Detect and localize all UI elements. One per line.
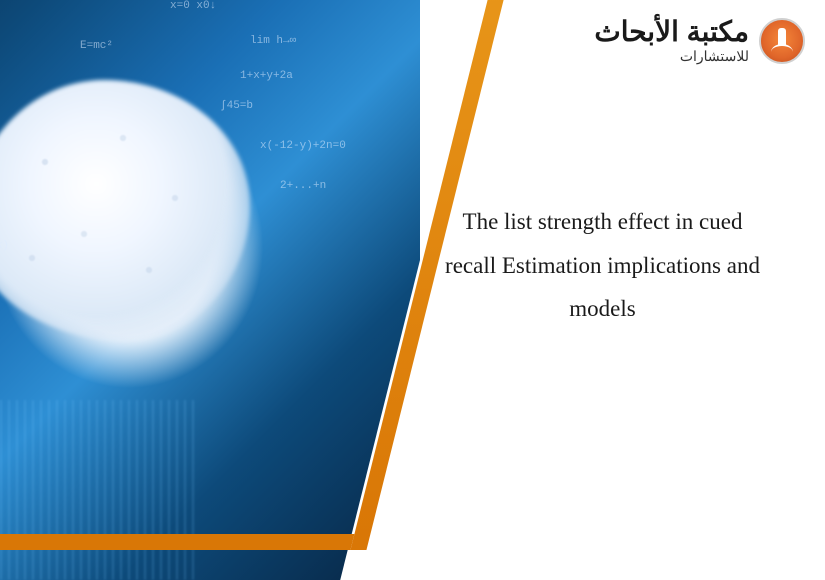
brand-name-arabic: مكتبة الأبحاث [594, 18, 749, 46]
title-line-1: The list strength effect in cued [390, 200, 815, 244]
title-line-2: recall Estimation implications and [390, 244, 815, 288]
math-formula: 1+x+y+2a [240, 70, 293, 82]
title-line-3: models [390, 287, 815, 331]
math-formula: 1²+2²+b(3+3g+x) [0, 240, 9, 252]
math-formula: E=mc² [80, 40, 113, 52]
light-streaks [0, 400, 200, 580]
math-formula: ∫45=b [220, 100, 253, 112]
brand-text: مكتبة الأبحاث للاستشارات [594, 18, 749, 65]
math-formula: x(-12-y)+2n=0 [260, 140, 346, 152]
math-formula: 2+...+n [280, 180, 326, 192]
document-title: The list strength effect in cued recall … [390, 200, 815, 331]
brand-logo: مكتبة الأبحاث للاستشارات [594, 18, 805, 65]
math-formula: x=0 x0↓ [170, 0, 216, 12]
hero-illustration-bg: 1+x+y+2alim h→∞E=mc²x=0 x0↓2+...+n=1+x+y… [0, 0, 420, 580]
brain-texture [0, 90, 240, 330]
brand-tagline-arabic: للاستشارات [594, 48, 749, 65]
math-formula: lim h→∞ [250, 35, 296, 47]
brand-seal-icon [759, 18, 805, 64]
